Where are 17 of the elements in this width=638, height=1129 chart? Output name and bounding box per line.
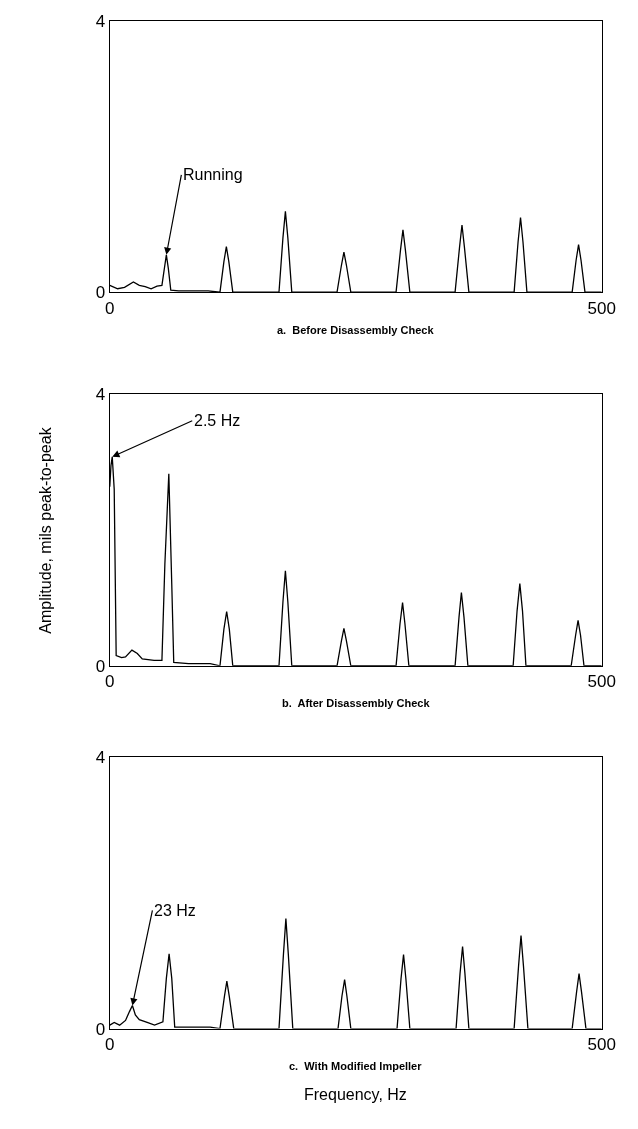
y-tick-label: 0 (95, 656, 106, 676)
annotation: 2.5 Hz (194, 412, 241, 429)
y-tick-label: 0 (95, 1019, 106, 1039)
x-tick-label: 500 (587, 298, 616, 318)
x-tick-label: 500 (587, 672, 616, 692)
text: b. After Disassembly Check (282, 697, 431, 709)
y-tick-label: 4 (95, 385, 106, 405)
y-tick-label: 0 (95, 283, 106, 303)
annotation: 23 Hz (154, 902, 196, 919)
y-axis-title: Amplitude, mils peak-to-peak (36, 426, 54, 634)
text: c. With Modified Impeller (289, 1060, 423, 1072)
annotation: Running (183, 166, 243, 183)
y-tick-label: 4 (95, 11, 106, 31)
x-axis-title: Frequency, Hz (304, 1086, 407, 1103)
text: a. Before Disassembly Check (277, 324, 435, 336)
x-tick-label: 500 (587, 1035, 616, 1055)
y-tick-label: 4 (95, 748, 106, 768)
